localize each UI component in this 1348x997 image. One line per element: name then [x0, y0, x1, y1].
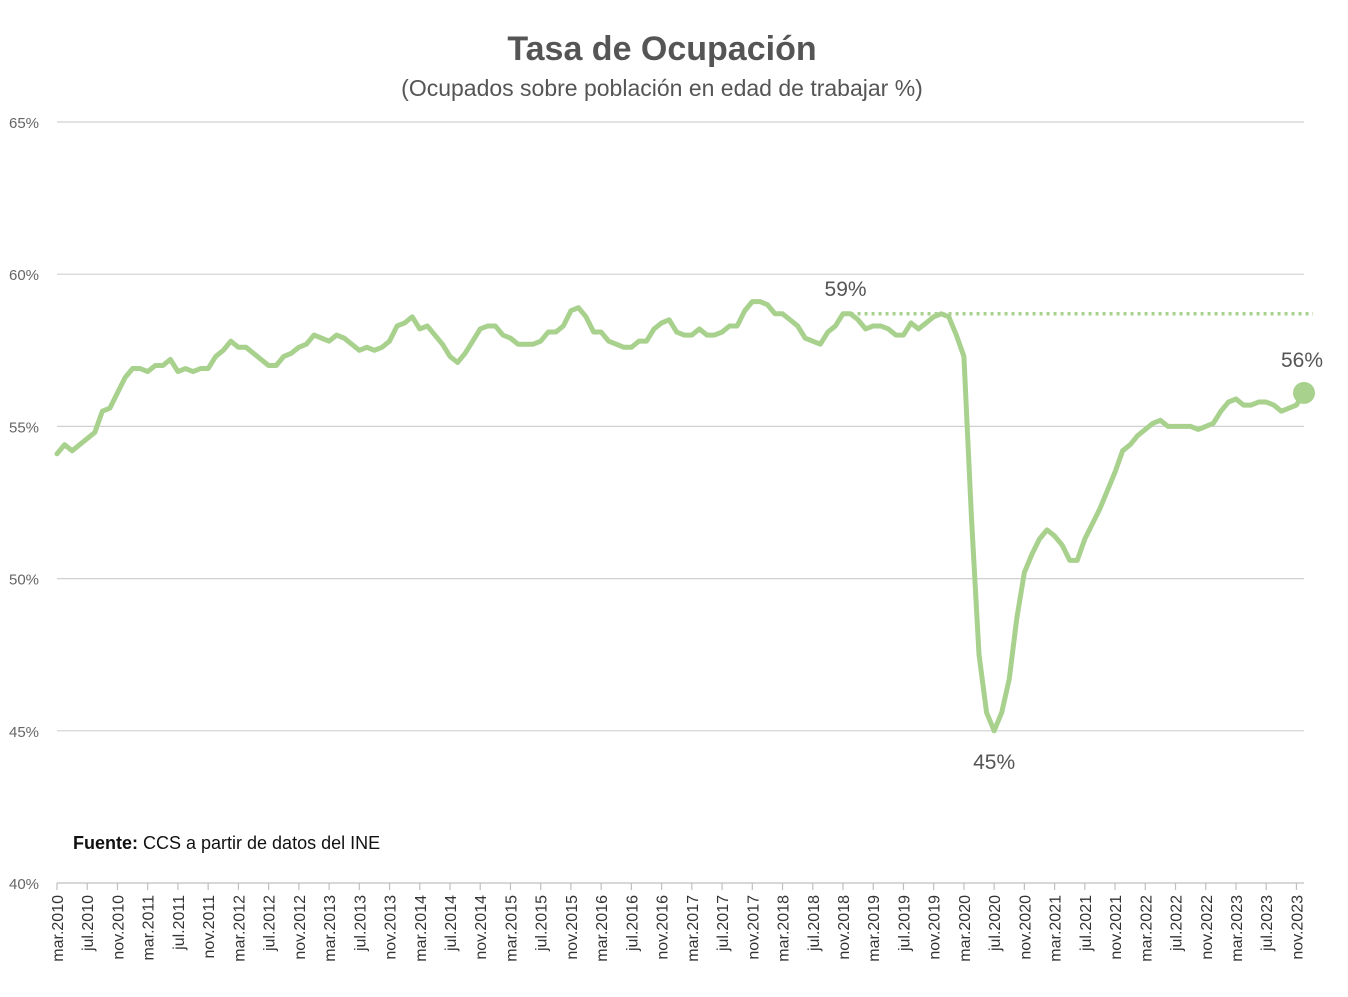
x-tick-label: mar.2016 — [594, 895, 611, 962]
y-tick-label: 60% — [9, 267, 39, 284]
x-tick-label: jul.2022 — [1169, 895, 1186, 952]
series-line — [54, 299, 1307, 734]
y-tick-label: 50% — [9, 572, 39, 589]
x-tick-label: jul.2015 — [534, 895, 551, 952]
chart-subtitle: (Ocupados sobre población en edad de tra… — [401, 75, 923, 101]
chart-title: Tasa de Ocupación — [507, 30, 816, 68]
x-tick-label: jul.2014 — [443, 895, 460, 952]
x-tick-label: jul.2018 — [806, 895, 823, 952]
x-tick-label: jul.2010 — [80, 895, 97, 952]
x-tick-label: nov.2015 — [564, 895, 581, 960]
x-tick-label: jul.2011 — [171, 895, 188, 951]
latest-point-marker — [1293, 381, 1315, 404]
x-axis: mar.2010 jul.2010 nov.2010 mar.2011 jul.2011… — [50, 882, 1306, 962]
x-tick-label: mar.2012 — [231, 895, 248, 962]
x-tick-label: mar.2019 — [866, 895, 883, 962]
y-tick-label: 65% — [9, 115, 39, 132]
x-tick-label: mar.2017 — [685, 895, 702, 962]
x-tick-label: mar.2011 — [141, 895, 158, 961]
x-tick-label: nov.2010 — [110, 895, 127, 960]
x-tick-label: mar.2010 — [50, 895, 67, 962]
x-tick-label: nov.2022 — [1199, 895, 1216, 960]
x-tick-label: nov.2020 — [1017, 895, 1034, 960]
x-tick-label: mar.2020 — [957, 895, 974, 962]
x-tick-label: jul.2020 — [987, 895, 1004, 952]
x-tick-label: nov.2013 — [383, 895, 400, 960]
pre-covid-label: 59% — [825, 278, 867, 301]
x-tick-label: jul.2012 — [262, 895, 279, 952]
x-tick-label: nov.2014 — [473, 895, 490, 960]
x-tick-label: nov.2011 — [201, 895, 218, 959]
gridlines — [57, 121, 1304, 732]
y-tick-label: 40% — [9, 876, 39, 893]
annotations-layer: 59% 45% 56% — [825, 278, 1323, 774]
y-tick-label: 55% — [9, 419, 39, 436]
source-note: Fuente: CCS a partir de datos del INE — [73, 833, 380, 853]
x-tick-label: mar.2018 — [776, 895, 793, 962]
trough-label: 45% — [973, 751, 1015, 774]
x-tick-label: nov.2018 — [836, 895, 853, 960]
x-tick-label: jul.2017 — [715, 895, 732, 952]
y-axis-ticks: 40% 45% 50% 55% 60% 65% — [9, 115, 39, 893]
series-layer — [54, 299, 1307, 734]
x-tick-label: jul.2013 — [352, 895, 369, 952]
source-text: CCS a partir de datos del INE — [138, 833, 380, 853]
x-tick-label: mar.2015 — [503, 895, 520, 962]
x-tick-label: nov.2023 — [1289, 895, 1306, 960]
x-tick-label: nov.2021 — [1108, 895, 1125, 960]
x-tick-label: mar.2023 — [1229, 895, 1246, 962]
x-tick-label: jul.2019 — [896, 895, 913, 952]
x-tick-label: mar.2013 — [322, 895, 339, 962]
x-tick-label: nov.2016 — [655, 895, 672, 960]
x-tick-label: mar.2022 — [1138, 895, 1155, 962]
y-tick-label: 45% — [9, 724, 39, 741]
x-tick-label: mar.2014 — [413, 895, 430, 962]
x-tick-label: mar.2021 — [1048, 895, 1065, 962]
x-tick-label: nov.2019 — [927, 895, 944, 960]
x-tick-label: nov.2017 — [745, 895, 762, 960]
source-label: Fuente: — [73, 833, 138, 853]
x-tick-label: jul.2023 — [1259, 895, 1276, 952]
x-tick-label: jul.2021 — [1078, 895, 1095, 952]
x-tick-label: nov.2012 — [292, 895, 309, 960]
latest-label: 56% — [1281, 349, 1323, 372]
x-tick-label: jul.2016 — [624, 895, 641, 952]
